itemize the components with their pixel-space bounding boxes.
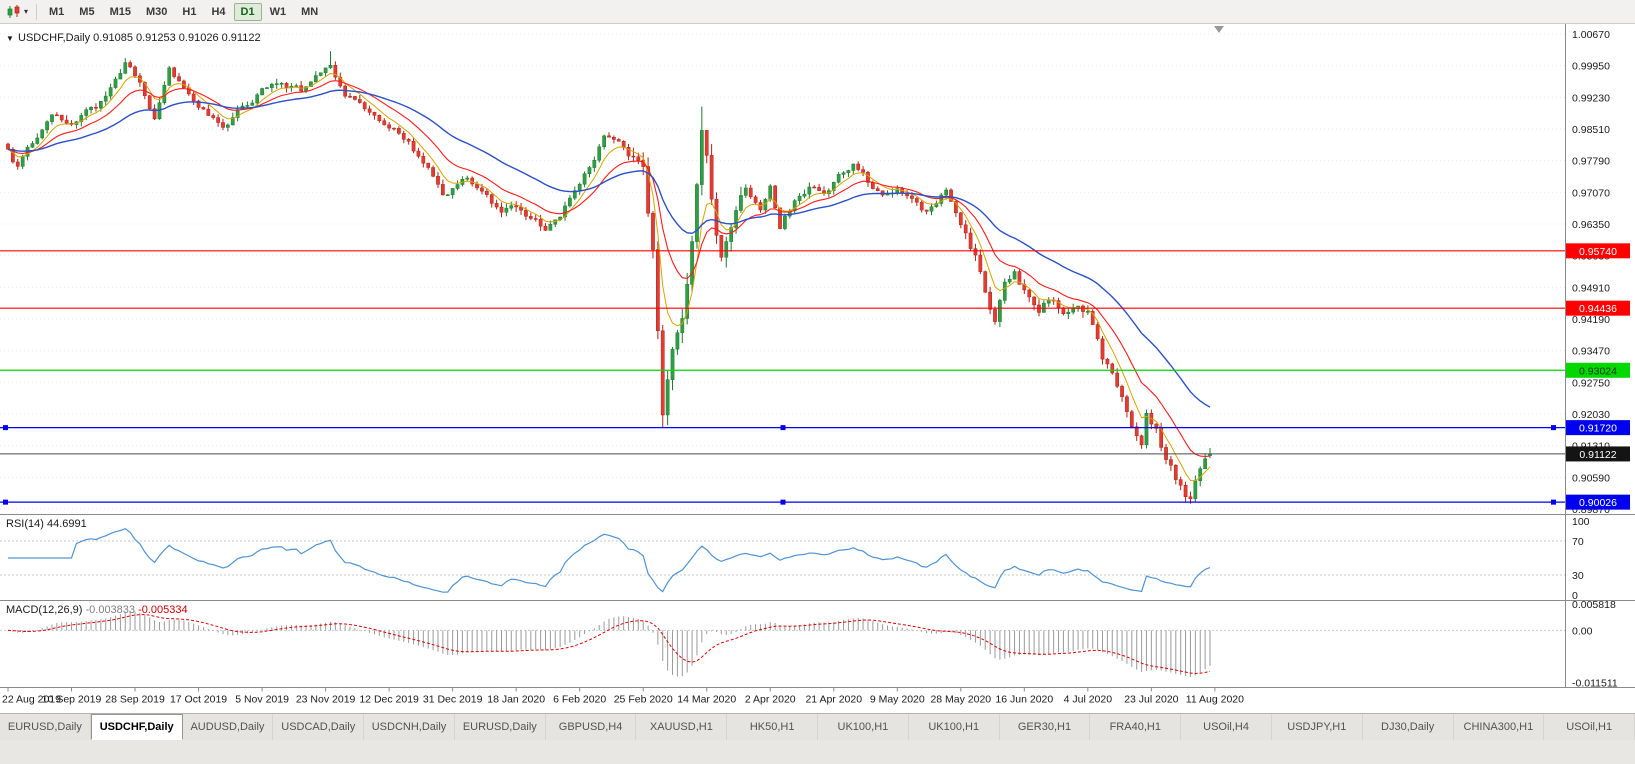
svg-text:0.90026: 0.90026 xyxy=(1579,497,1617,509)
tab-uk100-h1-10[interactable]: UK100,H1 xyxy=(908,714,1000,740)
tab-usdcnh-daily-4[interactable]: USDCNH,Daily xyxy=(364,714,455,740)
svg-text:21 Apr 2020: 21 Apr 2020 xyxy=(805,694,862,706)
svg-text:10 Sep 2019: 10 Sep 2019 xyxy=(42,694,102,706)
svg-text:28 Sep 2019: 28 Sep 2019 xyxy=(105,694,165,706)
svg-text:USDCHF,Daily 0.91085 0.91253 0: USDCHF,Daily 0.91085 0.91253 0.91026 0.9… xyxy=(18,32,261,44)
svg-text:0.005818: 0.005818 xyxy=(1572,599,1616,611)
toolbar-separator xyxy=(36,3,38,20)
tab-usdcad-daily-3[interactable]: USDCAD,Daily xyxy=(273,714,365,740)
price-axis[interactable]: 1.00670 0.99950 0.99230 0.98510 0.97790 0.970… xyxy=(1572,29,1610,516)
rsi-pane: 100 70 30 0 RSI(14) 44.6991 xyxy=(0,516,1590,602)
svg-text:70: 70 xyxy=(1572,536,1584,548)
horizontal-lines[interactable]: 0.95740 0.94436 0.93024 0.91720 0.90026 xyxy=(0,243,1630,510)
chart-canvas[interactable]: 1.00670 0.99950 0.99230 0.98510 0.97790 0.970… xyxy=(0,24,1635,713)
svg-text:0.99950: 0.99950 xyxy=(1572,61,1610,73)
svg-text:14 Mar 2020: 14 Mar 2020 xyxy=(677,694,736,706)
ohlc-readout: ▼ USDCHF,Daily 0.91085 0.91253 0.91026 0.… xyxy=(6,32,261,44)
tab-uk100-h1-9[interactable]: UK100,H1 xyxy=(818,714,909,740)
svg-text:12 Dec 2019: 12 Dec 2019 xyxy=(359,694,419,706)
timeframe-buttons: M1 M5 M15 M30 H1 H4 D1 W1 MN xyxy=(42,2,325,21)
svg-text:0.97070: 0.97070 xyxy=(1572,187,1610,199)
timeframe-h4[interactable]: H4 xyxy=(204,3,232,21)
tab-dj30-daily-15[interactable]: DJ30,Daily xyxy=(1362,714,1454,740)
tab-usdjpy-h1-14[interactable]: USDJPY,H1 xyxy=(1271,714,1363,740)
svg-text:0.91720: 0.91720 xyxy=(1579,423,1617,435)
dropdown-caret-icon: ▾ xyxy=(24,6,29,16)
svg-text:23 Jul 2020: 23 Jul 2020 xyxy=(1124,694,1178,706)
timeframe-mn[interactable]: MN xyxy=(294,3,325,21)
candlestick-chart-icon xyxy=(7,4,20,18)
svg-text:5 Nov 2019: 5 Nov 2019 xyxy=(235,694,289,706)
svg-text:6 Feb 2020: 6 Feb 2020 xyxy=(553,694,606,706)
svg-text:9 May 2020: 9 May 2020 xyxy=(870,694,925,706)
svg-text:25 Feb 2020: 25 Feb 2020 xyxy=(614,694,673,706)
timeframe-toolbar: ▾ M1 M5 M15 M30 H1 H4 D1 W1 MN xyxy=(0,0,1635,24)
timeframe-m5[interactable]: M5 xyxy=(72,3,101,21)
svg-text:-0.011511: -0.011511 xyxy=(1572,677,1618,689)
svg-text:0.97790: 0.97790 xyxy=(1572,156,1610,168)
chart-shift-marker[interactable] xyxy=(1214,26,1224,33)
svg-text:17 Oct 2019: 17 Oct 2019 xyxy=(170,694,227,706)
svg-text:100: 100 xyxy=(1572,516,1590,528)
timeframe-h1[interactable]: H1 xyxy=(175,3,203,21)
timeframe-m1[interactable]: M1 xyxy=(42,3,71,21)
timeframe-m15[interactable]: M15 xyxy=(103,3,138,21)
svg-text:0.92030: 0.92030 xyxy=(1572,409,1610,421)
timeframe-d1[interactable]: D1 xyxy=(233,2,262,21)
svg-text:0.99230: 0.99230 xyxy=(1572,92,1610,104)
svg-text:0.98510: 0.98510 xyxy=(1572,124,1610,136)
pane-separators[interactable] xyxy=(0,24,1635,688)
tab-eurusd-daily-5[interactable]: EURUSD,Daily xyxy=(454,714,546,740)
svg-text:11 Aug 2020: 11 Aug 2020 xyxy=(1186,694,1244,706)
timeframe-m30[interactable]: M30 xyxy=(139,3,174,21)
tab-usoil-h1-17[interactable]: USOil,H1 xyxy=(1544,714,1635,740)
svg-text:MACD(12,26,9) -0.003833 -0.005: MACD(12,26,9) -0.003833 -0.005334 xyxy=(6,604,188,616)
tab-gbpusd-h4-6[interactable]: GBPUSD,H4 xyxy=(545,714,637,740)
svg-text:23 Nov 2019: 23 Nov 2019 xyxy=(296,694,356,706)
svg-text:0.90590: 0.90590 xyxy=(1572,472,1610,484)
svg-text:30: 30 xyxy=(1572,570,1584,582)
svg-text:2 Apr 2020: 2 Apr 2020 xyxy=(745,694,796,706)
svg-text:0.93470: 0.93470 xyxy=(1572,346,1610,358)
svg-text:28 May 2020: 28 May 2020 xyxy=(930,694,991,706)
svg-text:1.00670: 1.00670 xyxy=(1572,29,1610,41)
svg-text:0.96350: 0.96350 xyxy=(1572,219,1610,231)
svg-text:0.94436: 0.94436 xyxy=(1579,303,1617,315)
svg-text:RSI(14) 44.6991: RSI(14) 44.6991 xyxy=(6,518,87,530)
current-price-line: 0.91122 xyxy=(0,446,1630,462)
svg-text:0.94910: 0.94910 xyxy=(1572,282,1610,294)
svg-text:0.92750: 0.92750 xyxy=(1572,377,1610,389)
svg-text:4 Jul 2020: 4 Jul 2020 xyxy=(1064,694,1113,706)
tab-ger30-h1-11[interactable]: GER30,H1 xyxy=(999,714,1091,740)
tab-hk50-h1-8[interactable]: HK50,H1 xyxy=(727,714,819,740)
tab-usoil-h4-13[interactable]: USOil,H4 xyxy=(1181,714,1272,740)
chart-type-button[interactable]: ▾ xyxy=(4,4,31,20)
svg-text:0.95740: 0.95740 xyxy=(1579,246,1617,258)
tab-china300-h1-16[interactable]: CHINA300,H1 xyxy=(1453,714,1545,740)
timeframe-w1[interactable]: W1 xyxy=(263,3,294,21)
svg-text:0: 0 xyxy=(1572,590,1578,602)
svg-text:0.00: 0.00 xyxy=(1572,625,1593,637)
tab-eurusd-daily-0[interactable]: EURUSD,Daily xyxy=(0,714,91,740)
candlestick-series xyxy=(6,51,1212,504)
svg-text:0.93024: 0.93024 xyxy=(1579,365,1617,377)
tab-fra40-h1-12[interactable]: FRA40,H1 xyxy=(1090,714,1182,740)
svg-text:31 Dec 2019: 31 Dec 2019 xyxy=(423,694,483,706)
svg-text:0.91122: 0.91122 xyxy=(1579,449,1616,461)
svg-text:18 Jan 2020: 18 Jan 2020 xyxy=(487,694,545,706)
tab-xauusd-h1-7[interactable]: XAUUSD,H1 xyxy=(636,714,728,740)
moving-averages xyxy=(7,72,1211,482)
svg-text:▼: ▼ xyxy=(6,34,14,43)
macd-pane: 0.005818 0.00 -0.011511 MACD(12,26,9) -0.00… xyxy=(0,599,1618,689)
chart-tabs: EURUSD,Daily USDCHF,Daily AUDUSD,Daily USDC… xyxy=(0,713,1635,740)
tab-audusd-daily-2[interactable]: AUDUSD,Daily xyxy=(182,714,274,740)
svg-text:22 Aug 2019: 22 Aug 2019 xyxy=(2,694,61,706)
svg-text:0.94190: 0.94190 xyxy=(1572,314,1610,326)
tab-usdchf-daily-1[interactable]: USDCHF,Daily xyxy=(90,714,183,740)
svg-text:16 Jun 2020: 16 Jun 2020 xyxy=(995,694,1053,706)
price-grid xyxy=(0,33,1565,510)
